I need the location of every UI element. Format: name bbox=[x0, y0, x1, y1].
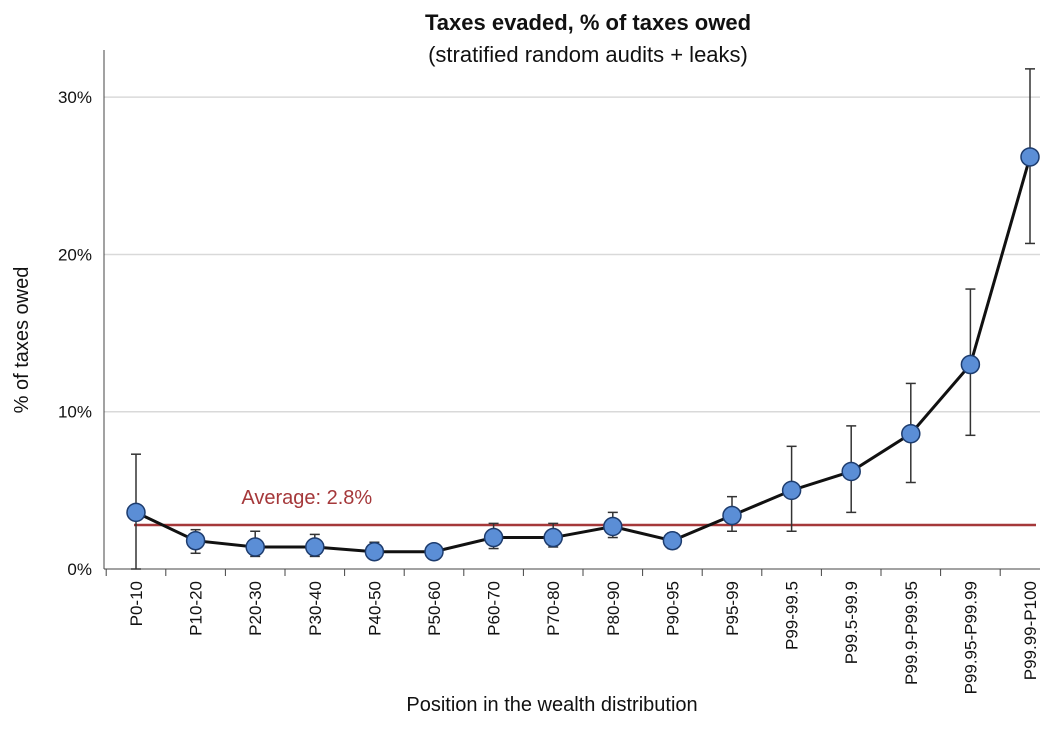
data-point bbox=[722, 505, 742, 526]
x-tick-label: P99-99.5 bbox=[783, 581, 802, 650]
data-point bbox=[483, 527, 504, 548]
data-point bbox=[424, 541, 444, 562]
chart-subtitle: (stratified random audits + leaks) bbox=[428, 42, 748, 67]
y-tick-label: 10% bbox=[58, 403, 92, 422]
data-point bbox=[305, 537, 325, 557]
x-tick-labels: P0-10 P10-20 P20-30 P30-40 P40-50 P50-60 P60-7… bbox=[105, 569, 1040, 694]
grid-lines bbox=[104, 96, 1040, 413]
x-axis-label: Position in the wealth distribution bbox=[406, 694, 697, 716]
average-label: Average: 2.8% bbox=[241, 487, 372, 509]
data-point bbox=[841, 461, 861, 482]
data-points bbox=[126, 147, 1040, 562]
y-tick-label: 0% bbox=[67, 560, 92, 579]
data-point bbox=[901, 423, 921, 444]
x-tick-label: P20-30 bbox=[246, 581, 265, 636]
data-point bbox=[126, 502, 146, 523]
data-point bbox=[1020, 147, 1040, 167]
data-point bbox=[543, 527, 563, 548]
data-point bbox=[603, 516, 623, 537]
data-point bbox=[245, 537, 265, 557]
x-tick-label: P95-99 bbox=[723, 581, 742, 636]
data-point bbox=[781, 480, 802, 501]
x-tick-label: P0-10 bbox=[127, 581, 146, 626]
y-tick-labels: 0% 10% 20% 30% bbox=[58, 88, 92, 579]
series-line bbox=[135, 156, 1032, 554]
data-point bbox=[185, 530, 206, 551]
y-axis-label: % of taxes owed bbox=[11, 267, 33, 414]
x-tick-label: P99.95-P99.99 bbox=[961, 581, 980, 694]
y-tick-label: 20% bbox=[58, 245, 92, 264]
x-tick-label: P80-90 bbox=[604, 581, 623, 636]
data-point bbox=[364, 541, 385, 562]
chart-title: Taxes evaded, % of taxes owed bbox=[425, 10, 751, 35]
x-tick-label: P99.99-P100 bbox=[1021, 581, 1040, 680]
x-tick-label: P90-95 bbox=[663, 581, 682, 636]
x-tick-label: P60-70 bbox=[485, 581, 504, 636]
x-tick-label: P10-20 bbox=[187, 581, 206, 636]
data-point bbox=[662, 530, 683, 551]
x-tick-label: P70-80 bbox=[544, 581, 563, 636]
y-tick-label: 30% bbox=[58, 88, 92, 107]
x-tick-label: P30-40 bbox=[306, 581, 325, 636]
x-tick-label: P99.5-99.9 bbox=[842, 581, 861, 664]
data-point bbox=[960, 354, 981, 375]
x-tick-label: P99.9-P99.95 bbox=[902, 581, 921, 685]
x-tick-label: P50-60 bbox=[425, 581, 444, 636]
x-tick-label: P40-50 bbox=[365, 581, 384, 636]
